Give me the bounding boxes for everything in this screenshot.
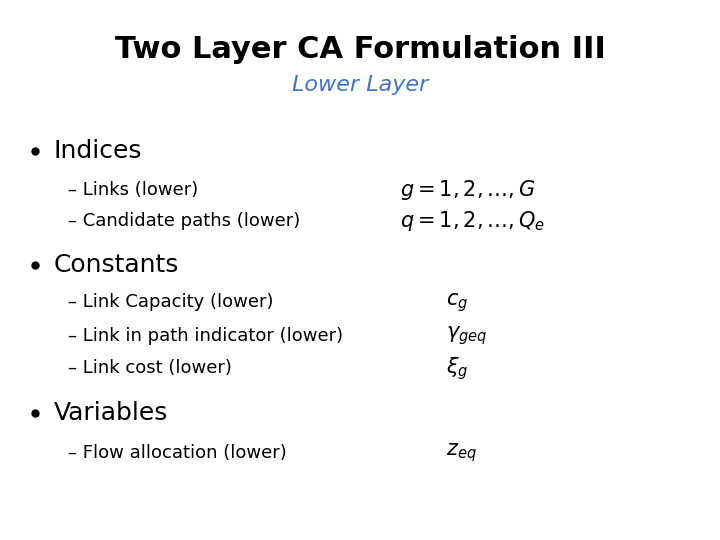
Text: – Link cost (lower): – Link cost (lower) [68, 359, 233, 377]
Text: – Link in path indicator (lower): – Link in path indicator (lower) [68, 327, 343, 345]
Text: $z_{eq}$: $z_{eq}$ [446, 441, 477, 464]
Text: – Links (lower): – Links (lower) [68, 181, 199, 199]
Text: – Link Capacity (lower): – Link Capacity (lower) [68, 293, 274, 312]
Text: $\xi_g$: $\xi_g$ [446, 355, 469, 382]
Text: $c_g$: $c_g$ [446, 291, 469, 314]
Text: – Flow allocation (lower): – Flow allocation (lower) [68, 443, 287, 462]
Text: $g=1,2,\ldots,G$: $g=1,2,\ldots,G$ [400, 178, 535, 202]
Text: Constants: Constants [54, 253, 179, 276]
Text: Two Layer CA Formulation III: Two Layer CA Formulation III [114, 35, 606, 64]
Text: Variables: Variables [54, 401, 168, 425]
Text: $\gamma_{geq}$: $\gamma_{geq}$ [446, 325, 487, 347]
Text: Indices: Indices [54, 139, 143, 163]
Text: – Candidate paths (lower): – Candidate paths (lower) [68, 212, 301, 231]
Text: $q=1,2,\ldots,Q_e$: $q=1,2,\ldots,Q_e$ [400, 210, 545, 233]
Text: Lower Layer: Lower Layer [292, 75, 428, 94]
